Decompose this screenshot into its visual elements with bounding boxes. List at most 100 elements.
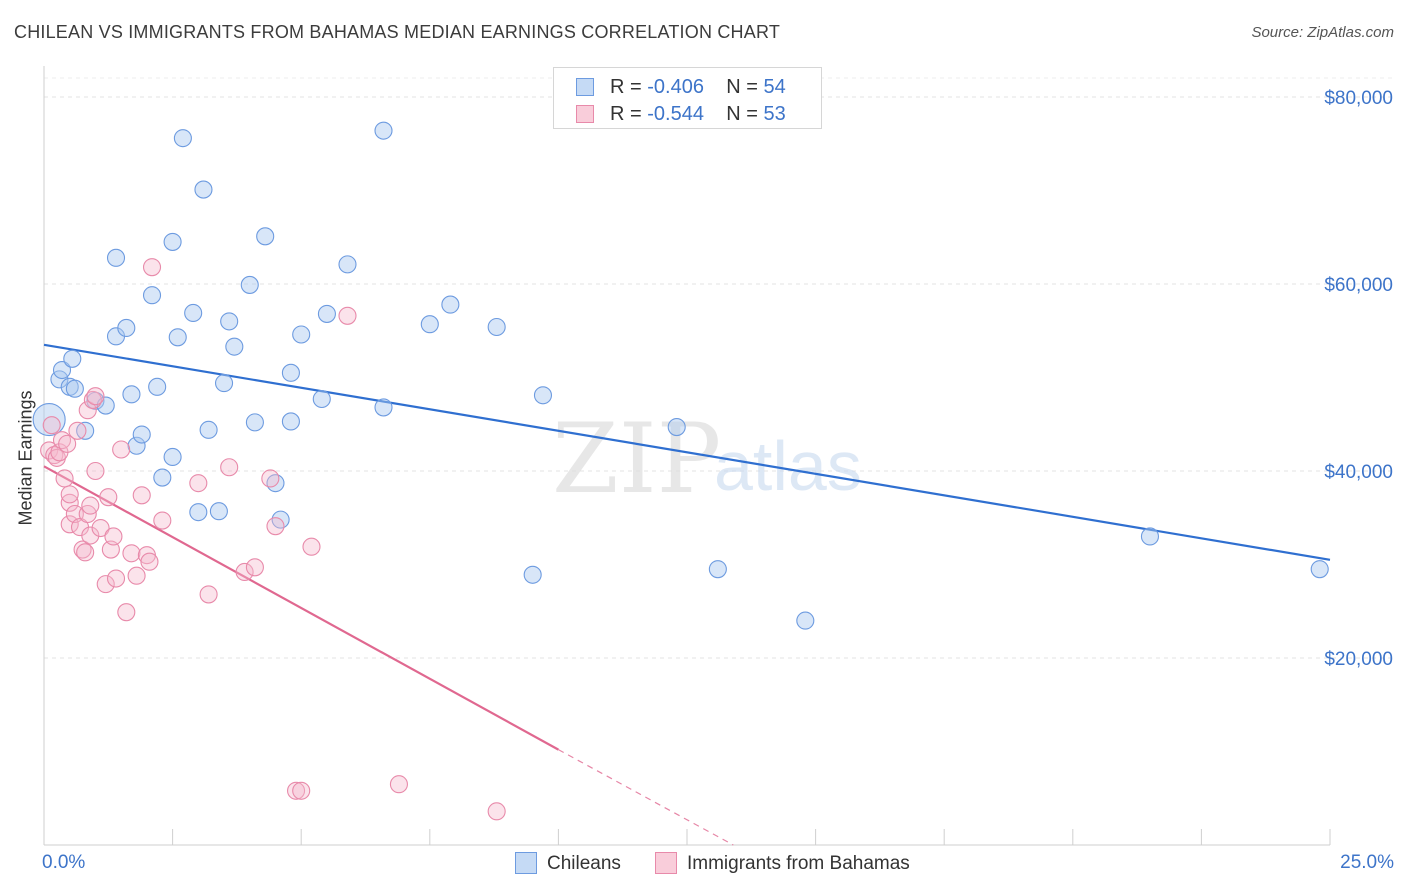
chart-title: CHILEAN VS IMMIGRANTS FROM BAHAMAS MEDIA… xyxy=(14,22,781,42)
point-bahamas xyxy=(122,544,141,563)
axes xyxy=(43,66,1331,846)
point-bahamas xyxy=(86,461,105,481)
point-chileans xyxy=(153,468,172,487)
point-chileans xyxy=(63,349,82,368)
legend-r-label: R = xyxy=(610,76,642,98)
point-bahamas xyxy=(91,518,110,538)
point-bahamas xyxy=(142,258,162,277)
legend-r-value: -0.544 xyxy=(647,103,704,125)
point-chileans xyxy=(533,386,553,405)
point-bahamas xyxy=(199,585,218,604)
point-chileans xyxy=(281,363,300,382)
point-chileans xyxy=(292,325,311,344)
correlation-legend: R = -0.406 N = 54 R = -0.544 N = 53 xyxy=(553,67,822,129)
point-chileans xyxy=(487,317,506,337)
point-bahamas xyxy=(58,434,77,453)
legend-n-label: N = xyxy=(726,76,758,98)
point-bahamas xyxy=(96,575,115,594)
point-bahamas xyxy=(292,781,311,800)
point-chileans xyxy=(52,360,72,380)
point-bahamas xyxy=(68,421,87,440)
point-bahamas xyxy=(55,469,74,488)
point-chileans xyxy=(199,420,218,439)
point-chileans xyxy=(65,379,84,398)
point-chileans xyxy=(240,275,259,294)
y-tick-label: $80,000 xyxy=(1324,88,1393,109)
legend-n-value: 54 xyxy=(763,76,786,98)
trend-line-bahamas-extrapolated xyxy=(558,749,734,846)
x-tick-label-max: 25.0% xyxy=(1340,852,1394,873)
watermark-zip: ZIP xyxy=(552,403,721,515)
bottom-legend-label-chileans: Chileans xyxy=(547,853,621,874)
point-bahamas xyxy=(81,496,100,515)
point-chileans xyxy=(1140,527,1160,546)
point-chileans xyxy=(256,227,275,246)
data-points xyxy=(32,121,1329,821)
point-chileans xyxy=(523,565,542,584)
legend-row-chileans: R = -0.406 N = 54 xyxy=(576,76,786,99)
bottom-legend-label-bahamas: Immigrants from Bahamas xyxy=(687,853,910,874)
point-chileans xyxy=(117,318,136,337)
legend-r-value: -0.406 xyxy=(647,76,704,98)
point-bahamas xyxy=(78,401,97,420)
point-bahamas xyxy=(86,387,105,406)
point-bahamas xyxy=(132,486,151,505)
point-bahamas xyxy=(140,552,159,571)
bottom-legend-swatch-chileans xyxy=(515,852,537,874)
point-bahamas xyxy=(245,558,264,577)
point-chileans xyxy=(122,385,141,404)
point-bahamas xyxy=(487,802,506,821)
point-chileans xyxy=(189,503,208,522)
chart-source: Source: ZipAtlas.com xyxy=(1251,24,1394,41)
point-bahamas xyxy=(287,781,306,800)
point-chileans xyxy=(106,248,126,267)
point-chileans xyxy=(173,129,192,148)
legend-n-value: 53 xyxy=(763,103,786,125)
point-chileans xyxy=(163,447,182,467)
point-bahamas xyxy=(60,485,79,504)
legend-swatch-chileans xyxy=(576,78,594,96)
point-chileans xyxy=(420,315,439,334)
point-chileans xyxy=(1310,560,1329,579)
point-bahamas xyxy=(60,515,79,534)
trend-lines xyxy=(43,343,1331,846)
point-chileans xyxy=(225,337,244,356)
point-chileans xyxy=(194,180,213,199)
trend-line-chileans xyxy=(43,343,1331,561)
point-chileans xyxy=(667,418,686,437)
y-tick-labels: $20,000 $40,000 $60,000 $80,000 xyxy=(1324,88,1393,670)
point-chileans xyxy=(148,377,167,396)
watermark-atlas: atlas xyxy=(714,427,862,505)
point-chileans xyxy=(796,611,815,630)
point-chileans xyxy=(76,421,95,440)
point-bahamas xyxy=(106,569,126,588)
point-bahamas xyxy=(76,543,95,562)
point-bahamas xyxy=(189,474,208,493)
point-chileans xyxy=(209,502,228,521)
point-chileans xyxy=(163,232,182,251)
point-chileans xyxy=(32,403,66,437)
point-bahamas xyxy=(153,511,172,530)
point-bahamas xyxy=(127,566,146,585)
y-tick-label: $60,000 xyxy=(1324,275,1393,296)
point-chileans xyxy=(127,436,146,455)
legend-r-label: R = xyxy=(610,103,642,125)
point-chileans xyxy=(374,398,393,417)
point-chileans xyxy=(441,295,460,314)
point-chileans xyxy=(281,412,300,431)
point-chileans xyxy=(338,255,357,274)
x-tick-label-min: 0.0% xyxy=(42,852,86,873)
point-chileans xyxy=(708,560,727,579)
point-chileans xyxy=(374,121,393,140)
point-chileans xyxy=(132,425,151,444)
point-bahamas xyxy=(338,306,357,325)
y-tick-label: $40,000 xyxy=(1324,462,1393,483)
y-tick-label: $20,000 xyxy=(1324,649,1393,670)
point-bahamas xyxy=(104,527,123,546)
point-chileans xyxy=(245,413,264,432)
point-bahamas xyxy=(261,469,280,488)
point-chileans xyxy=(214,374,234,393)
point-bahamas xyxy=(266,517,285,536)
y-axis-label: Median Earnings xyxy=(15,390,36,526)
